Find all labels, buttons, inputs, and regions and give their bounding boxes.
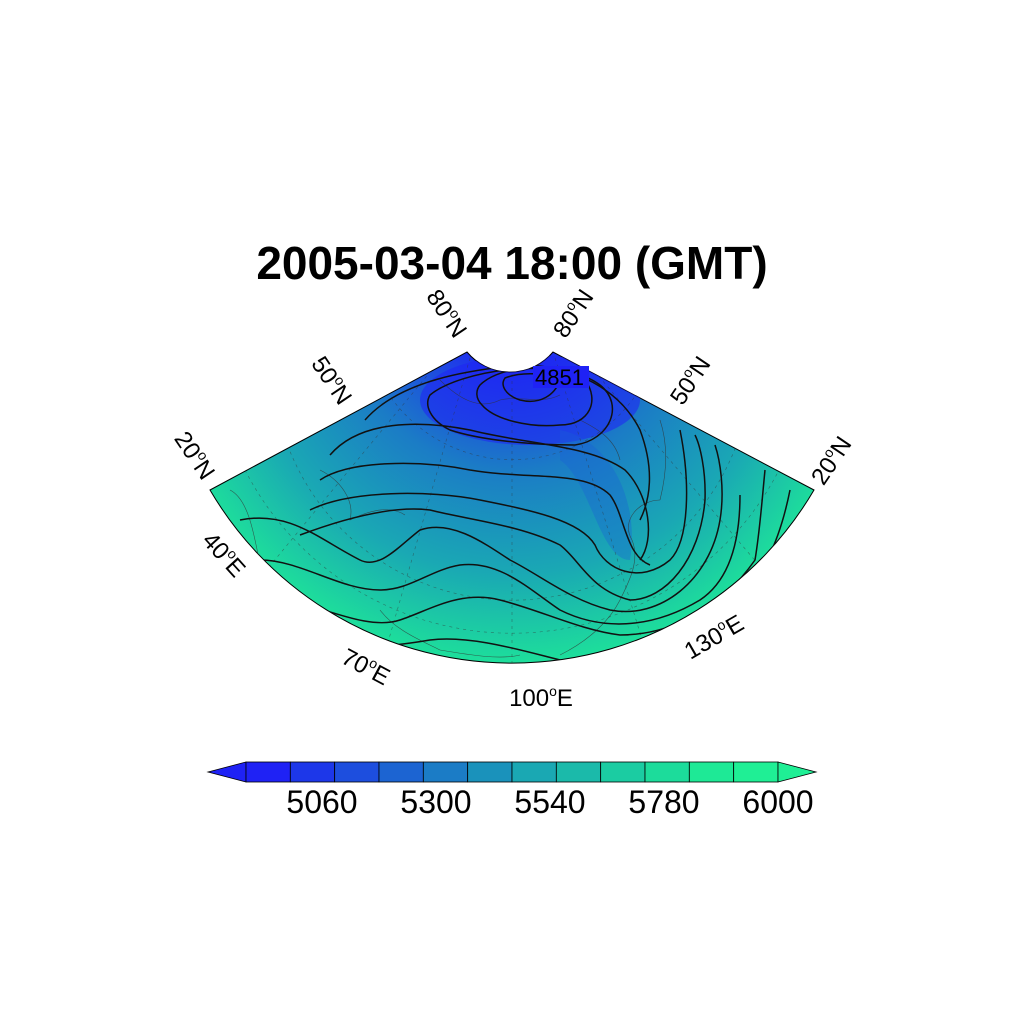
colorbar: 5060 5300 5540 5780 6000 — [206, 761, 818, 820]
lon-value-100: 100 — [509, 685, 549, 712]
colorbar-tick-label: 5300 — [400, 784, 471, 820]
colorbar-box — [467, 761, 513, 783]
colorbar-box — [688, 761, 735, 783]
lon-value-70: 70 — [337, 644, 373, 680]
contour-lines — [239, 364, 791, 661]
lon-label-100: 100oE — [509, 683, 573, 712]
colorbar-box — [422, 761, 469, 783]
svg-text:20oN: 20oN — [804, 431, 857, 490]
svg-text:80oN: 80oN — [421, 284, 474, 343]
colorbar-box — [334, 761, 380, 783]
lat-value-right-80: 80 — [548, 306, 585, 343]
lat-label-right-80: 80oN — [546, 284, 599, 343]
svg-text:20oN: 20oN — [169, 426, 222, 485]
colorbar-box — [600, 761, 646, 783]
lat-label-left-20: 20oN — [169, 426, 222, 485]
trough-shading — [560, 430, 632, 560]
colorbar-tick-labels: 5060 5300 5540 5780 6000 — [286, 784, 813, 820]
colorbar-box — [245, 761, 291, 783]
graticule — [244, 357, 781, 664]
svg-text:50oN: 50oN — [306, 351, 359, 410]
svg-text:130oE: 130oE — [679, 608, 749, 665]
svg-text:100oE: 100oE — [509, 683, 573, 712]
lat-label-left-50: 50oN — [306, 351, 359, 410]
svg-text:50oN: 50oN — [663, 351, 716, 410]
colorbar-box — [511, 761, 557, 783]
colorbar-tick-label: 5780 — [628, 784, 699, 820]
colorbar-box — [289, 761, 336, 783]
colorbar-low-extension — [206, 761, 247, 783]
chart-title: 2005-03-04 18:00 (GMT) — [256, 237, 767, 289]
lon-label-70: 70oE — [337, 642, 395, 692]
colorbar-box — [733, 761, 779, 783]
colorbar-box — [644, 761, 690, 783]
lat-label-right-50: 50oN — [663, 351, 716, 410]
lat-value-right-20: 20 — [806, 453, 843, 490]
colorbar-tick-label: 5060 — [286, 784, 357, 820]
svg-text:80oN: 80oN — [546, 284, 599, 343]
colorbar-boxes — [245, 761, 779, 783]
map-area: 4851 — [209, 351, 815, 664]
contour-label-background — [533, 366, 589, 388]
lat-label-right-20: 20oN — [804, 431, 857, 490]
lat-label-left-80: 80oN — [421, 284, 474, 343]
colorbar-box — [378, 761, 424, 783]
lat-value-right-50: 50 — [665, 373, 702, 410]
colorbar-tick-label: 5540 — [514, 784, 585, 820]
contour-label: 4851 — [535, 365, 584, 390]
colorbar-high-extension — [777, 761, 818, 783]
svg-text:70oE: 70oE — [337, 642, 395, 691]
colorbar-box — [555, 761, 602, 783]
colorbar-tick-label: 6000 — [742, 784, 813, 820]
lon-label-130: 130oE — [679, 608, 749, 665]
